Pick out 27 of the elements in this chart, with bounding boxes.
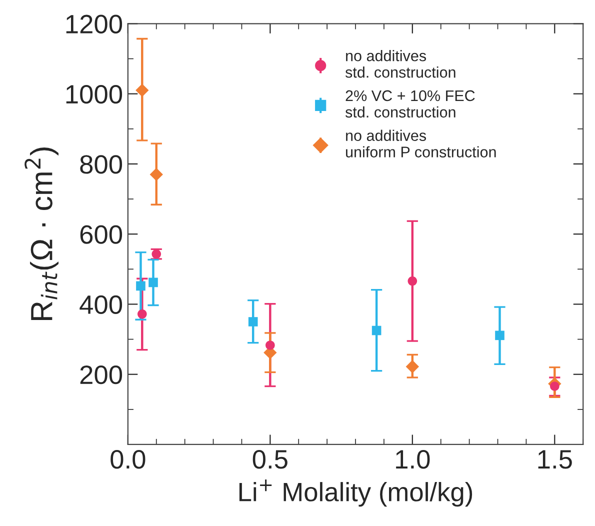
legend-label: 2% VC + 10% FEC std. construction xyxy=(345,90,475,118)
y-tick-label: 800 xyxy=(80,155,122,174)
point xyxy=(136,281,146,291)
y-tick-label: 1200 xyxy=(66,14,122,34)
point xyxy=(136,84,149,97)
point xyxy=(266,340,275,350)
point xyxy=(495,330,504,340)
x-tick-label: 1.5 xyxy=(538,450,572,469)
point xyxy=(406,360,419,374)
x-tick-label: 0.5 xyxy=(252,450,288,469)
point xyxy=(372,326,382,336)
legend-label: no additives std. construction xyxy=(345,50,456,78)
y-tick-label: 600 xyxy=(80,225,122,244)
x-axis-title: Li$^{+}$ Molality (mol/kg) xyxy=(239,479,472,507)
y-tick-label: 1000 xyxy=(66,84,122,104)
y-tick-label: 200 xyxy=(80,365,122,384)
point xyxy=(150,168,163,182)
x-tick-label: 1.0 xyxy=(396,450,430,469)
point xyxy=(248,317,258,326)
legend-label: no additives uniform P construction xyxy=(346,130,496,158)
point xyxy=(137,309,147,319)
point xyxy=(408,276,418,286)
y-axis-title: R$_{int}$(Ω · cm$^{2}$) xyxy=(24,148,58,320)
y-tick-label: 400 xyxy=(80,295,122,314)
x-tick-label: 0.0 xyxy=(110,450,146,469)
point xyxy=(550,382,560,391)
point xyxy=(148,278,158,288)
